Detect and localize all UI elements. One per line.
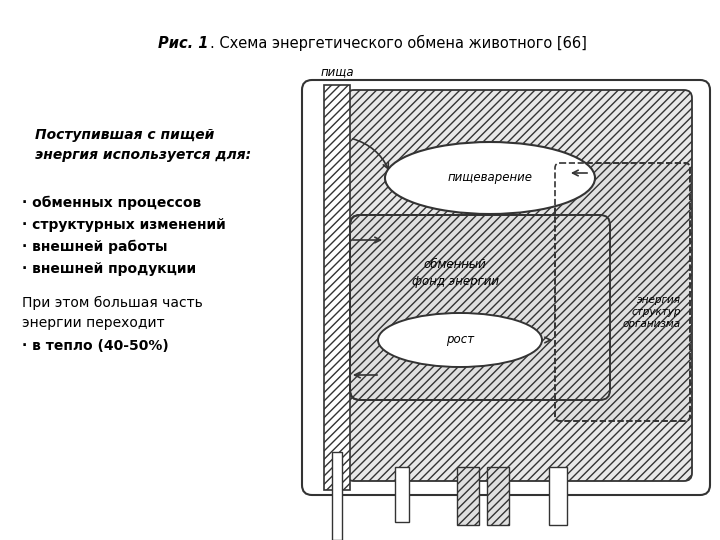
Bar <box>324 85 350 490</box>
Ellipse shape <box>378 313 542 367</box>
Text: · внешней работы: · внешней работы <box>22 240 168 254</box>
Text: обменный
фонд энергии: обменный фонд энергии <box>412 259 498 287</box>
Text: пищеварение: пищеварение <box>448 172 533 185</box>
Text: · внешней продукции: · внешней продукции <box>22 262 196 276</box>
Text: рост: рост <box>446 334 474 347</box>
Bar <box>487 467 509 525</box>
Text: · структурных изменений: · структурных изменений <box>22 218 226 232</box>
Text: При этом большая часть
энергии переходит: При этом большая часть энергии переходит <box>22 296 203 329</box>
Text: · обменных процессов: · обменных процессов <box>22 196 202 210</box>
Bar <box>549 467 567 525</box>
Ellipse shape <box>385 142 595 214</box>
Text: . Схема энергетического обмена животного [66]: . Схема энергетического обмена животного… <box>210 35 587 51</box>
Text: Поступившая с пищей
энергия используется для:: Поступившая с пищей энергия используется… <box>35 128 251 161</box>
Text: · в тепло (40-50%): · в тепло (40-50%) <box>22 339 168 353</box>
Bar <box>457 467 479 525</box>
Bar <box>395 467 409 522</box>
FancyBboxPatch shape <box>555 163 690 421</box>
Text: энергия
структур
организма: энергия структур организма <box>623 295 681 329</box>
FancyBboxPatch shape <box>302 80 710 495</box>
FancyBboxPatch shape <box>346 90 692 481</box>
FancyBboxPatch shape <box>350 215 610 400</box>
Bar <box>332 452 342 540</box>
Text: Рис. 1: Рис. 1 <box>158 36 208 51</box>
Text: пища: пища <box>320 65 354 78</box>
